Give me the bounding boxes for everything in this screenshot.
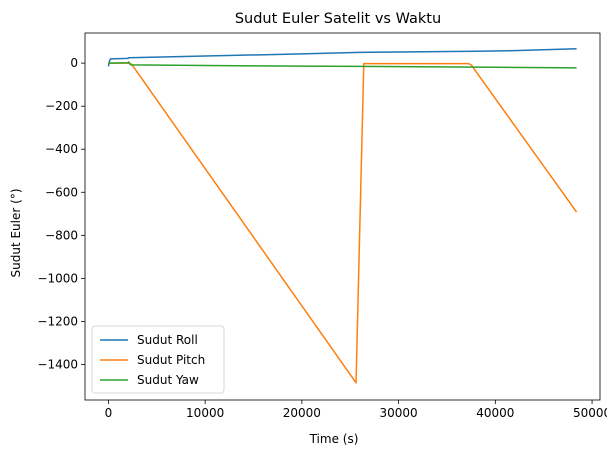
legend-box	[91, 325, 225, 394]
legend-label-1: Sudut Pitch	[137, 353, 205, 367]
series-line-0	[107, 47, 577, 67]
x-tick-label: 10000	[186, 406, 224, 420]
x-tick-label: 40000	[476, 406, 514, 420]
y-tick-label: −1000	[37, 271, 78, 285]
x-tick-label: 20000	[283, 406, 321, 420]
legend-label-2: Sudut Yaw	[137, 373, 199, 387]
chart-title: Sudut Euler Satelit vs Waktu	[235, 11, 441, 27]
y-tick-label: −400	[45, 142, 78, 156]
x-tick-label: 0	[105, 406, 113, 420]
y-tick-label: 0	[70, 56, 78, 70]
y-axis-label: Sudut Euler (°)	[9, 189, 23, 278]
y-tick-label: −600	[45, 185, 78, 199]
legend-label-0: Sudut Roll	[137, 333, 198, 347]
y-axis-ticks: 0 −200 −400 −600 −800 −1000 −1200 −1400	[37, 56, 85, 371]
y-tick-label: −200	[45, 99, 78, 113]
legend: Sudut Roll Sudut Pitch Sudut Yaw	[91, 325, 225, 394]
y-tick-label: −800	[45, 228, 78, 242]
plot-area-frame	[84, 32, 601, 401]
y-tick-label: −1400	[37, 357, 78, 371]
series-line-2	[107, 61, 577, 69]
x-axis-label: Time (s)	[309, 432, 359, 446]
series-layer	[107, 47, 578, 384]
x-tick-label: 30000	[380, 406, 418, 420]
y-tick-label: −1200	[37, 314, 78, 328]
